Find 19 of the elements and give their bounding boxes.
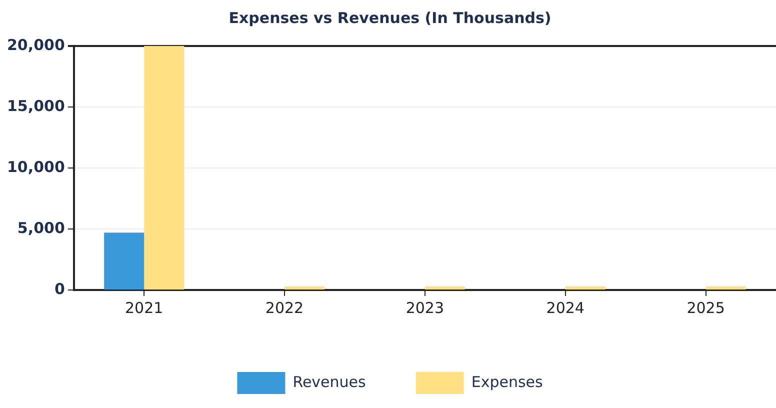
legend-label: Expenses — [471, 372, 543, 391]
x-tick-label: 2025 — [686, 298, 725, 317]
y-tick-label: 20,000 — [6, 36, 65, 54]
y-tick-label: 10,000 — [6, 158, 65, 176]
y-tick-label: 15,000 — [6, 96, 65, 115]
bar — [144, 46, 184, 290]
bar — [424, 286, 465, 290]
x-tick-label: 2023 — [406, 298, 444, 317]
x-tick-label: 2022 — [265, 298, 304, 317]
y-tick-label: 5,000 — [17, 218, 65, 237]
legend-label: Revenues — [292, 372, 366, 391]
x-tick-label: 2024 — [546, 298, 584, 317]
chart-title: Expenses vs Revenues (In Thousands) — [228, 8, 552, 27]
bar — [284, 286, 325, 290]
x-tick-label: 2021 — [125, 298, 164, 317]
bar — [104, 232, 144, 290]
bar — [706, 286, 746, 290]
y-tick-label: 0 — [54, 280, 65, 298]
bar — [565, 286, 606, 290]
